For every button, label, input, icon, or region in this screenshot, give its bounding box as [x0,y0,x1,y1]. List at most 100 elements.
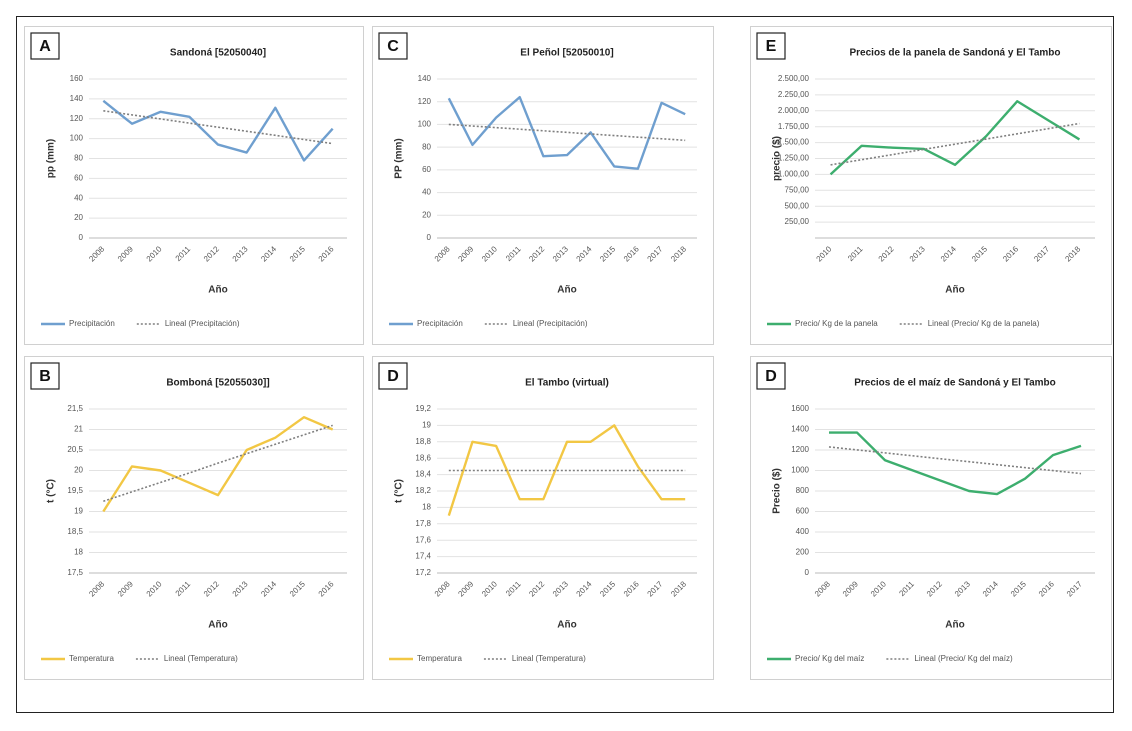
y-tick-label: 2.000,00 [778,106,810,115]
y-tick-label: 40 [422,188,431,197]
x-axis-title: Año [557,285,576,296]
legend-item: Lineal (Temperatura) [135,654,238,663]
y-tick-label: 120 [70,114,84,123]
x-tick-label: 2014 [259,579,278,598]
x-tick-label: 2010 [480,244,499,263]
y-tick-label: 19 [74,507,83,516]
panel-letter-box [378,32,408,60]
y-tick-label: 200 [796,548,810,557]
x-tick-label: 2008 [433,244,452,263]
y-tick-label: 60 [422,165,431,174]
y-tick-label: 17,8 [415,519,431,528]
legend-item: Precio/ Kg del maíz [767,654,864,663]
x-tick-label: 2017 [1065,579,1084,598]
x-tick-label: 2016 [317,244,336,263]
series-line [102,99,334,162]
chart: E Precios de la panela de Sandoná y El Ta… [756,32,1095,328]
legend-label: Lineal (Precipitación) [165,319,240,328]
x-tick-label: 2016 [1001,244,1020,263]
x-tick-label: 2015 [288,244,307,263]
y-tick-label: 18 [74,548,83,557]
y-tick-label: 800 [796,486,810,495]
panel-letter-box [756,32,786,60]
x-axis-title: Año [557,620,576,631]
y-tick-label: 18 [422,503,431,512]
series-line [447,95,686,170]
x-tick-label: 2012 [527,244,546,263]
legend-label: Precio/ Kg del maíz [795,654,864,663]
y-tick-label: 17,2 [415,568,431,577]
x-tick-label: 2015 [1009,579,1028,598]
x-axis-title: Año [208,620,227,631]
x-tick-label: 2013 [953,579,972,598]
legend-item: Temperatura [389,654,462,663]
x-tick-label: 2015 [598,244,617,263]
y-tick-label: 1.750,00 [778,122,810,131]
y-tick-label: 18,4 [415,470,431,479]
x-tick-label: 2012 [877,244,896,263]
x-tick-label: 2009 [841,579,860,598]
x-tick-label: 2017 [646,244,665,263]
x-axis-title: Año [945,285,964,296]
y-tick-label: 500,00 [785,201,810,210]
y-tick-label: 18,5 [67,527,83,536]
legend-item: Lineal (Precio/ Kg del maíz) [886,654,1013,663]
y-tick-label: 140 [418,74,432,83]
y-tick-label: 60 [74,173,83,182]
x-tick-label: 2010 [480,579,499,598]
y-tick-label: 1200 [791,445,809,454]
legend-item: Precipitación [389,319,463,328]
x-tick-label: 2018 [1063,244,1082,263]
panel-letter-box [30,362,60,390]
x-tick-label: 2015 [598,579,617,598]
x-tick-label: 2013 [231,244,250,263]
x-tick-label: 2011 [174,579,193,598]
series-line [829,100,1081,176]
x-tick-label: 2009 [456,244,475,263]
x-tick-label: 2012 [202,244,221,263]
trend-line [103,424,333,503]
y-tick-label: 1.000,00 [778,170,810,179]
x-tick-label: 2010 [815,244,834,263]
panel-letter: D [387,368,399,385]
y-tick-label: 19,5 [67,486,83,495]
trend-line [828,446,1082,475]
y-tick-label: 21 [74,425,83,434]
y-tick-label: 80 [74,154,83,163]
chart-panel: B Bomboná [52055030]] 17,5 18 18,5 19 19,5 20 20… [24,356,364,680]
y-tick-label: 0 [79,233,84,242]
y-tick-label: 40 [74,193,83,202]
x-tick-label: 2018 [669,244,688,263]
chart-title: Sandoná [52050040] [170,48,266,59]
y-tick-label: 17,4 [415,552,431,561]
x-tick-label: 2016 [622,579,641,598]
y-tick-label: 2.250,00 [778,90,810,99]
y-tick-label: 17,5 [67,568,83,577]
x-tick-label: 2009 [116,244,135,263]
y-tick-label: 600 [796,507,810,516]
chart: A Sandoná [52050040] 0 20 40 60 80 100 120 140 160… [30,32,347,328]
y-tick-label: 160 [70,74,84,83]
x-tick-label: 2018 [669,579,688,598]
x-tick-label: 2011 [504,244,523,263]
x-tick-label: 2014 [575,244,594,263]
x-tick-label: 2014 [575,579,594,598]
x-tick-label: 2011 [174,244,193,263]
y-tick-label: 0 [805,568,810,577]
y-tick-label: 100 [418,120,432,129]
x-tick-label: 2008 [87,244,106,263]
chart-panel: D El Tambo (virtual) 17,2 17,4 17,6 17,8 18 18,… [372,356,714,680]
series-line [447,424,686,516]
legend-label: Lineal (Precipitación) [513,319,588,328]
y-tick-label: 20 [74,466,83,475]
chart-title: Precios de el maíz de Sandoná y El Tambo [854,378,1056,389]
legend-label: Temperatura [69,654,114,663]
chart: D Precios de el maíz de Sandoná y El Tamb… [756,362,1095,663]
y-tick-label: 0 [427,233,432,242]
legend-label: Precipitación [417,319,463,328]
chart: D El Tambo (virtual) 17,2 17,4 17,6 17,8 18 18,… [378,362,697,663]
y-tick-label: 17,6 [415,535,431,544]
chart-title: El Tambo (virtual) [525,378,609,389]
chart-title: El Peñol [52050010] [520,48,613,59]
trend-line [103,110,333,145]
